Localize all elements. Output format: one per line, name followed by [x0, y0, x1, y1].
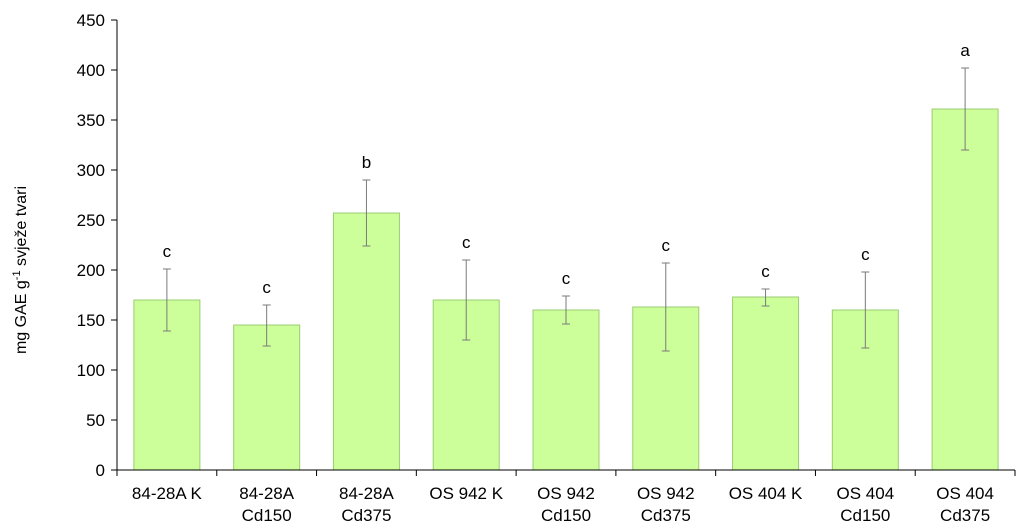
- x-tick-label-line: 84-28A: [339, 484, 394, 503]
- bar: [732, 296, 800, 471]
- x-tick-label-line: OS 404: [837, 484, 895, 503]
- y-tick-label: 250: [77, 211, 105, 230]
- y-tick-label: 100: [77, 361, 105, 380]
- significance-label: c: [262, 278, 271, 297]
- x-tick-label: OS 942 K: [429, 484, 503, 503]
- x-tick-label-line: OS 942 K: [429, 484, 503, 503]
- y-tick-label: 200: [77, 261, 105, 280]
- bar: [233, 324, 301, 471]
- y-tick-label: 0: [96, 461, 105, 480]
- significance-label: b: [362, 153, 371, 172]
- significance-label: c: [662, 236, 671, 255]
- x-tick-label-line: Cd150: [541, 506, 591, 525]
- x-tick-label: OS 404 K: [729, 484, 803, 503]
- x-tick-label: 84-28A Cd150: [239, 484, 294, 525]
- significance-label: c: [562, 269, 571, 288]
- x-tick-label-line: OS 404: [936, 484, 994, 503]
- x-tick-label: OS 404 Cd150: [837, 484, 895, 525]
- x-tick-label-line: Cd150: [242, 506, 292, 525]
- x-tick-label-line: Cd375: [641, 506, 691, 525]
- y-tick-label: 50: [86, 411, 105, 430]
- y-axis-title-prefix: mg GAE g: [13, 280, 30, 354]
- x-tick-label: 84-28A Cd375: [339, 484, 394, 525]
- x-tick-label: 84-28A K: [132, 484, 203, 503]
- x-tick-label: OS 942 Cd150: [537, 484, 595, 525]
- x-tick-label-line: Cd375: [341, 506, 391, 525]
- y-tick-label: 300: [77, 161, 105, 180]
- bar: [532, 309, 600, 471]
- y-axis-title-superscript: -1: [11, 270, 23, 280]
- significance-label: c: [163, 242, 172, 261]
- x-tick-label-line: Cd150: [840, 506, 890, 525]
- x-tick-label-line: OS 942: [637, 484, 695, 503]
- significance-label: a: [960, 41, 970, 60]
- x-tick-label: OS 942 Cd375: [637, 484, 695, 525]
- bar: [931, 108, 999, 471]
- y-tick-label: 150: [77, 311, 105, 330]
- significance-label: c: [462, 233, 471, 252]
- significance-label: c: [761, 262, 770, 281]
- x-axis: 84-28A K 84-28A Cd150 84-28A Cd375 OS 942 K OS…: [116, 469, 1016, 525]
- significance-label: c: [861, 245, 870, 264]
- x-tick-label-line: OS 404 K: [729, 484, 803, 503]
- y-axis: 0 50 100 150 200 250 300 350 400 450: [77, 11, 118, 480]
- bars: c c b c c c c c a: [133, 41, 999, 471]
- y-tick-label: 350: [77, 111, 105, 130]
- bar: [332, 212, 400, 471]
- y-tick-label: 450: [77, 11, 105, 30]
- y-tick-label: 400: [77, 61, 105, 80]
- x-tick-label-line: 84-28A K: [132, 484, 203, 503]
- x-tick-label-line: OS 942: [537, 484, 595, 503]
- x-tick-label-line: 84-28A: [239, 484, 294, 503]
- y-axis-title-suffix: svježe tvari: [13, 186, 30, 270]
- x-tick-label: OS 404 Cd375: [936, 484, 994, 525]
- y-axis-title: mg GAE g-1 svježe tvari: [11, 186, 30, 354]
- x-tick-label-line: Cd375: [940, 506, 990, 525]
